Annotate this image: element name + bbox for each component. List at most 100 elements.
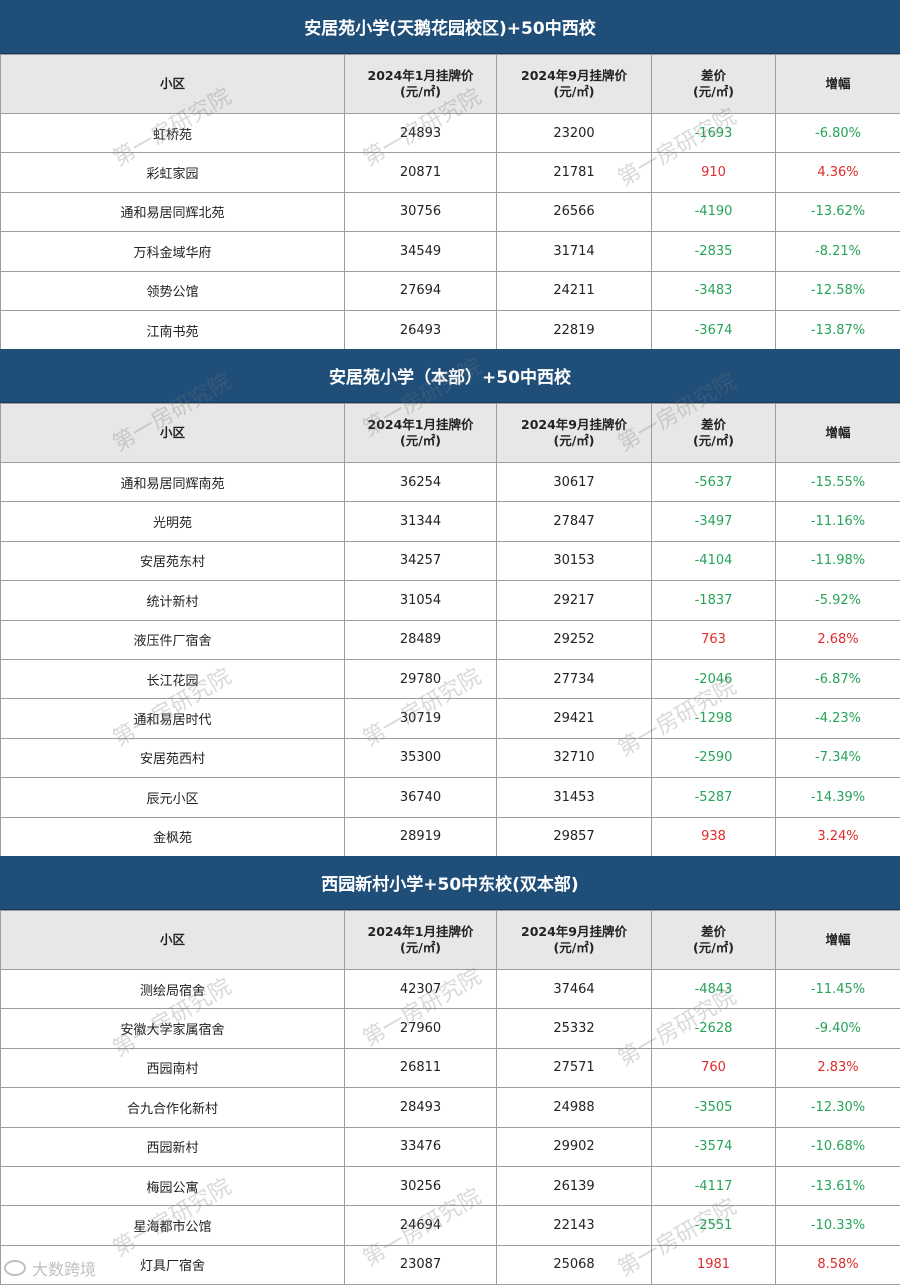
- change-rate: 8.58%: [775, 1244, 900, 1286]
- community-name: 测绘局宿舍: [0, 968, 345, 1010]
- sep-price: 24211: [496, 270, 652, 311]
- price-diff: 760: [651, 1047, 776, 1089]
- table-row: 安居苑西村 35300 32710 -2590 -7.34%: [0, 737, 900, 779]
- jan-price: 27960: [344, 1008, 497, 1049]
- jan-price: 24893: [344, 112, 497, 154]
- community-name: 液压件厂宿舍: [0, 619, 345, 660]
- community-name: 通和易居时代: [0, 698, 345, 739]
- jan-price: 27694: [344, 270, 497, 311]
- community-name: 安居苑西村: [0, 737, 345, 779]
- sep-price: 29902: [496, 1126, 652, 1167]
- price-diff: -1298: [651, 698, 776, 739]
- sep-price: 29857: [496, 816, 652, 857]
- community-name: 万科金域华府: [0, 231, 345, 272]
- community-name: 光明苑: [0, 501, 345, 542]
- sep-price: 23200: [496, 112, 652, 154]
- jan-price: 31344: [344, 501, 497, 542]
- price-diff: -3574: [651, 1126, 776, 1167]
- jan-price: 28489: [344, 619, 497, 660]
- price-diff: -3505: [651, 1087, 776, 1128]
- change-rate: -11.98%: [775, 540, 900, 582]
- column-header: 差价 (元/㎡): [651, 910, 776, 970]
- change-rate: -11.45%: [775, 968, 900, 1010]
- logo-icon: [4, 1260, 26, 1276]
- table-row: 虹桥苑 24893 23200 -1693 -6.80%: [0, 112, 900, 154]
- jan-price: 20871: [344, 152, 497, 193]
- column-header: 2024年9月挂牌价 (元/㎡): [496, 403, 652, 463]
- change-rate: -11.16%: [775, 501, 900, 542]
- jan-price: 34257: [344, 540, 497, 582]
- change-rate: -12.30%: [775, 1087, 900, 1128]
- table-row: 灯具厂宿舍 23087 25068 1981 8.58%: [0, 1244, 900, 1286]
- jan-price: 23087: [344, 1244, 497, 1286]
- sep-price: 24988: [496, 1087, 652, 1128]
- table-row: 安徽大学家属宿舍 27960 25332 -2628 -9.40%: [0, 1008, 900, 1049]
- community-name: 辰元小区: [0, 777, 345, 818]
- jan-price: 31054: [344, 580, 497, 621]
- price-diff: 763: [651, 619, 776, 660]
- sep-price: 25068: [496, 1244, 652, 1286]
- change-rate: -8.21%: [775, 231, 900, 272]
- price-diff: 1981: [651, 1244, 776, 1286]
- column-header: 2024年9月挂牌价 (元/㎡): [496, 54, 652, 114]
- jan-price: 30756: [344, 191, 497, 233]
- community-name: 领势公馆: [0, 270, 345, 311]
- table-header-row: 小区 2024年1月挂牌价 (元/㎡) 2024年9月挂牌价 (元/㎡) 差价 (元/…: [0, 910, 900, 970]
- price-diff: -4190: [651, 191, 776, 233]
- section-3: 西园新村小学+50中东校(双本部) 小区 2024年1月挂牌价 (元/㎡) 2024年…: [0, 856, 900, 1286]
- column-header: 差价 (元/㎡): [651, 54, 776, 114]
- column-header: 增幅: [775, 403, 900, 463]
- change-rate: -10.33%: [775, 1205, 900, 1246]
- table-row: 西园南村 26811 27571 760 2.83%: [0, 1047, 900, 1089]
- column-header: 2024年9月挂牌价 (元/㎡): [496, 910, 652, 970]
- section-1: 安居苑小学(天鹅花园校区)+50中西校 小区 2024年1月挂牌价 (元/㎡) 202…: [0, 0, 900, 351]
- sep-price: 31714: [496, 231, 652, 272]
- brand-logo: 大数跨境: [4, 1256, 96, 1280]
- sep-price: 22143: [496, 1205, 652, 1246]
- community-name: 江南书苑: [0, 309, 345, 351]
- change-rate: -10.68%: [775, 1126, 900, 1167]
- column-header: 差价 (元/㎡): [651, 403, 776, 463]
- jan-price: 29780: [344, 658, 497, 700]
- column-header: 增幅: [775, 54, 900, 114]
- jan-price: 42307: [344, 968, 497, 1010]
- table-row: 领势公馆 27694 24211 -3483 -12.58%: [0, 270, 900, 311]
- price-diff: -3674: [651, 309, 776, 351]
- table-row: 万科金域华府 34549 31714 -2835 -8.21%: [0, 231, 900, 272]
- table-row: 安居苑东村 34257 30153 -4104 -11.98%: [0, 540, 900, 582]
- sep-price: 22819: [496, 309, 652, 351]
- sep-price: 29421: [496, 698, 652, 739]
- change-rate: -9.40%: [775, 1008, 900, 1049]
- price-diff: -1837: [651, 580, 776, 621]
- change-rate: -6.80%: [775, 112, 900, 154]
- change-rate: -14.39%: [775, 777, 900, 818]
- sep-price: 21781: [496, 152, 652, 193]
- table-row: 液压件厂宿舍 28489 29252 763 2.68%: [0, 619, 900, 660]
- column-header: 小区: [0, 54, 345, 114]
- sep-price: 30153: [496, 540, 652, 582]
- community-name: 梅园公寓: [0, 1165, 345, 1207]
- sep-price: 27571: [496, 1047, 652, 1089]
- sep-price: 30617: [496, 461, 652, 503]
- table-row: 测绘局宿舍 42307 37464 -4843 -11.45%: [0, 968, 900, 1010]
- community-name: 统计新村: [0, 580, 345, 621]
- table-header-row: 小区 2024年1月挂牌价 (元/㎡) 2024年9月挂牌价 (元/㎡) 差价 (元/…: [0, 403, 900, 463]
- sep-price: 27734: [496, 658, 652, 700]
- change-rate: -7.34%: [775, 737, 900, 779]
- community-name: 星海都市公馆: [0, 1205, 345, 1246]
- table-row: 梅园公寓 30256 26139 -4117 -13.61%: [0, 1165, 900, 1207]
- jan-price: 36740: [344, 777, 497, 818]
- price-table: 小区 2024年1月挂牌价 (元/㎡) 2024年9月挂牌价 (元/㎡) 差价 (元/…: [0, 403, 900, 857]
- community-name: 安徽大学家属宿舍: [0, 1008, 345, 1049]
- community-name: 长江花园: [0, 658, 345, 700]
- price-diff: -1693: [651, 112, 776, 154]
- jan-price: 30256: [344, 1165, 497, 1207]
- table-row: 统计新村 31054 29217 -1837 -5.92%: [0, 580, 900, 621]
- community-name: 西园南村: [0, 1047, 345, 1089]
- change-rate: 2.83%: [775, 1047, 900, 1089]
- change-rate: -13.61%: [775, 1165, 900, 1207]
- change-rate: 3.24%: [775, 816, 900, 857]
- table-row: 星海都市公馆 24694 22143 -2551 -10.33%: [0, 1205, 900, 1246]
- price-diff: -5287: [651, 777, 776, 818]
- price-diff: -2590: [651, 737, 776, 779]
